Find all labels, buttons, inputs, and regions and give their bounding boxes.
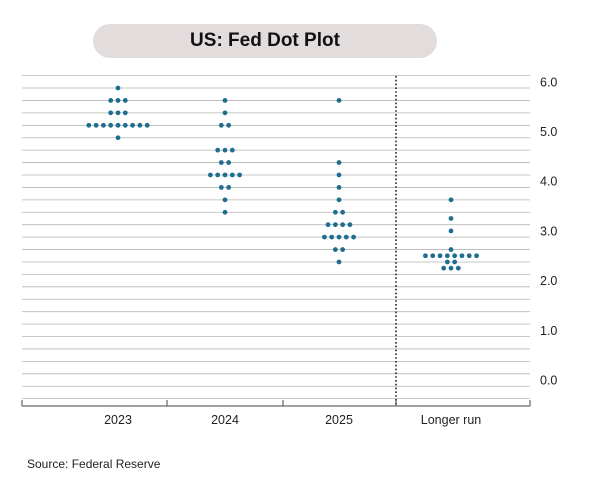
data-point	[340, 209, 346, 215]
data-point	[332, 222, 338, 228]
data-point	[423, 253, 428, 259]
data-point	[218, 185, 224, 190]
y-tick-label: 3.0	[540, 224, 557, 238]
source-note: Source: Federal Reserve	[27, 457, 161, 471]
data-point	[218, 122, 224, 128]
data-point	[229, 172, 235, 178]
data-point	[215, 172, 221, 178]
data-point	[444, 253, 450, 259]
data-point	[130, 122, 136, 128]
data-point	[144, 122, 150, 128]
data-point	[222, 209, 228, 215]
data-point	[336, 98, 342, 103]
data-point	[329, 234, 335, 240]
data-point	[108, 98, 114, 103]
x-tick-label: Longer run	[421, 413, 482, 427]
data-point	[115, 135, 121, 141]
data-point	[332, 209, 338, 215]
data-point	[222, 197, 228, 203]
chart-title: US: Fed Dot Plot	[190, 30, 340, 51]
data-point	[222, 98, 228, 103]
data-point	[108, 122, 114, 128]
data-point	[218, 160, 224, 165]
data-point	[452, 259, 458, 265]
data-point	[474, 253, 479, 259]
x-tick-label: 2025	[325, 413, 353, 427]
data-point	[122, 122, 128, 128]
y-tick-label: 0.0	[540, 374, 557, 388]
data-point	[347, 222, 353, 228]
x-tick-label: 2024	[211, 413, 239, 427]
x-tick-label: 2023	[104, 413, 132, 427]
data-point	[336, 160, 342, 165]
data-point	[455, 265, 461, 271]
data-point	[226, 160, 232, 165]
data-point	[208, 172, 213, 178]
data-point	[448, 228, 454, 234]
data-point	[343, 234, 349, 240]
data-point	[437, 253, 443, 259]
data-point	[122, 98, 128, 103]
y-tick-label: 2.0	[540, 274, 557, 288]
data-point	[86, 122, 92, 128]
data-point	[215, 147, 221, 153]
data-point	[229, 147, 235, 153]
data-point	[441, 265, 447, 271]
data-point	[115, 110, 121, 116]
data-point	[115, 85, 121, 91]
data-point	[459, 253, 465, 259]
data-point	[336, 185, 342, 190]
data-point	[336, 259, 342, 265]
data-point	[122, 110, 128, 116]
data-point	[115, 98, 121, 103]
data-point	[222, 147, 228, 153]
data-point	[340, 247, 346, 252]
data-point	[448, 216, 454, 221]
data-point	[115, 122, 121, 128]
y-tick-label: 4.0	[540, 175, 557, 189]
data-point	[226, 185, 232, 190]
data-point	[137, 122, 143, 128]
y-tick-label: 5.0	[540, 125, 557, 139]
data-point	[430, 253, 436, 259]
data-point	[448, 247, 454, 252]
data-point	[448, 197, 454, 203]
data-point	[222, 172, 228, 178]
data-point	[452, 253, 458, 259]
data-point	[336, 234, 342, 240]
dot-plot: 0.0 1.0 2.0 3.0 4.0 5.0 6.0 2023 2024 2025 Longer …	[21, 75, 557, 427]
data-point	[336, 172, 342, 178]
chart-title-pill: US: Fed Dot Plot	[93, 24, 437, 58]
data-point	[322, 234, 327, 240]
data-point	[466, 253, 472, 259]
data-point	[108, 110, 114, 116]
data-point	[336, 197, 342, 203]
data-point	[93, 122, 99, 128]
data-point	[237, 172, 243, 178]
data-point	[340, 222, 346, 228]
y-tick-label: 1.0	[540, 324, 557, 338]
y-tick-label: 6.0	[540, 75, 557, 89]
data-point	[101, 122, 106, 128]
data-point	[226, 122, 232, 128]
data-point	[448, 265, 454, 271]
data-point	[325, 222, 331, 228]
data-point	[351, 234, 356, 240]
data-point	[222, 110, 228, 116]
data-point	[332, 247, 338, 252]
data-point	[444, 259, 450, 265]
